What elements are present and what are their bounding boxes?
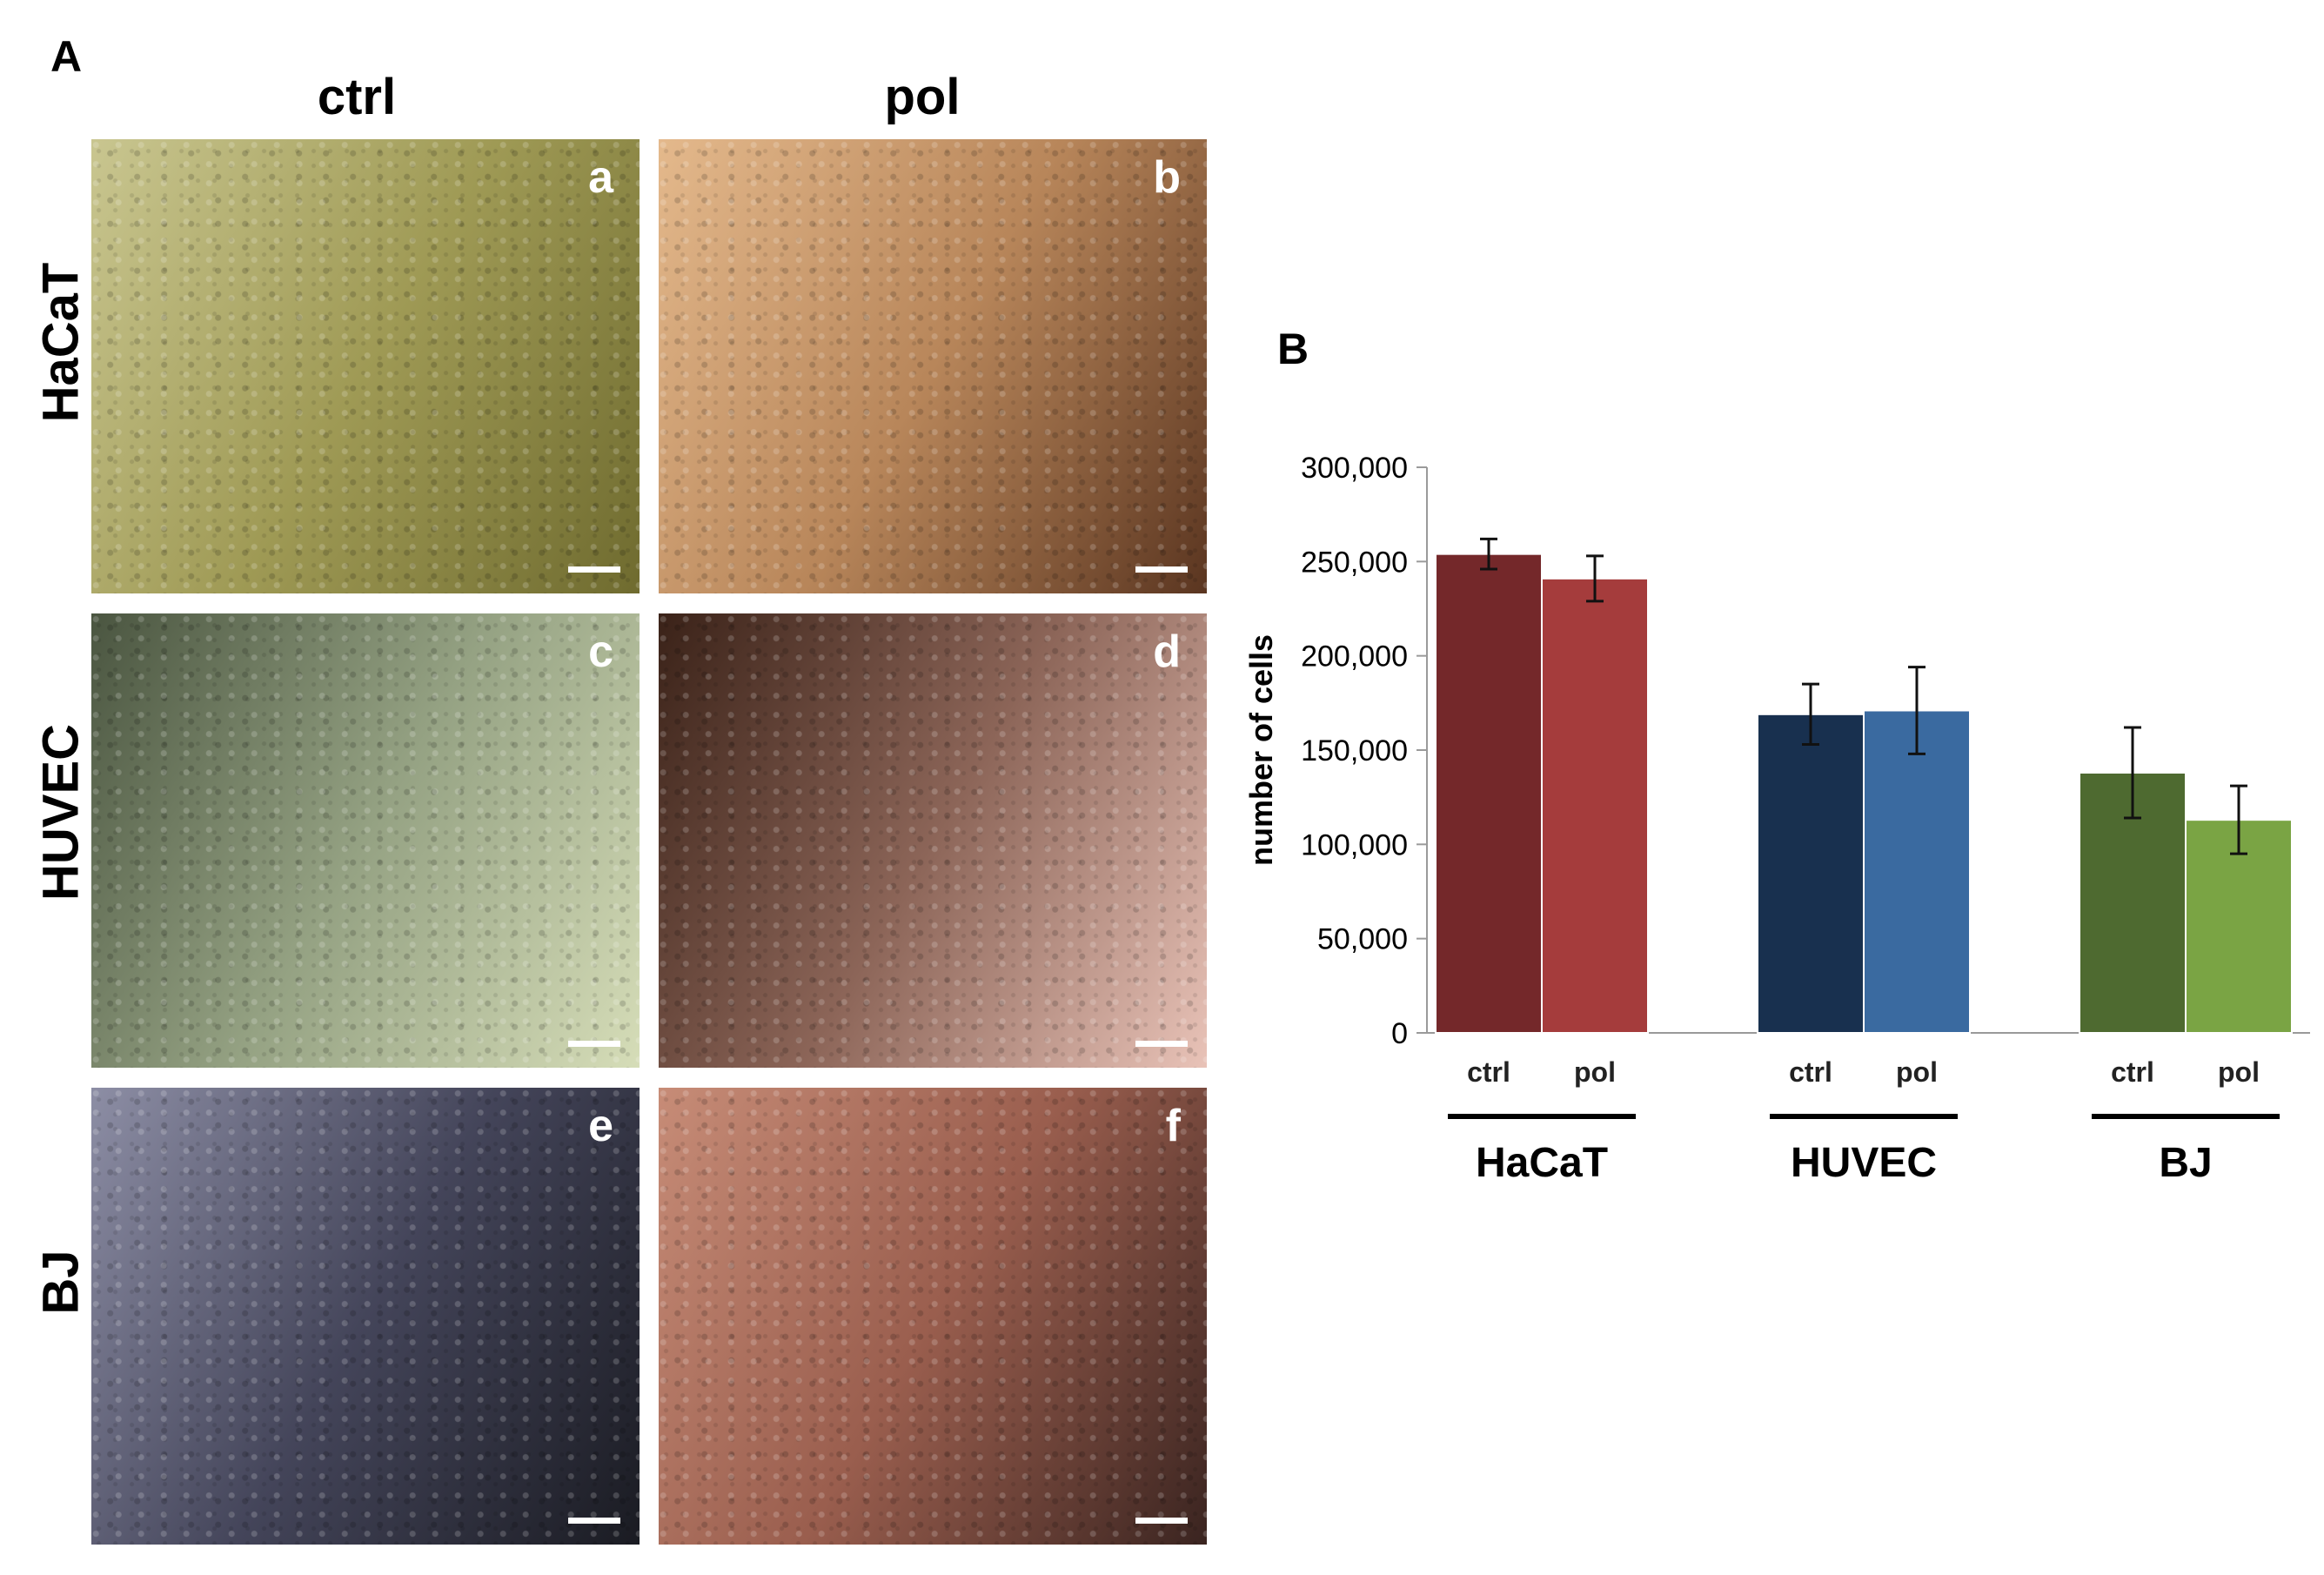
micrograph-f: f [659,1088,1207,1545]
bar [2185,819,2293,1035]
scale-bar [568,1518,620,1524]
micrograph-letter: a [588,152,613,203]
y-tick-label: 50,000 [1317,923,1408,956]
micrograph-c: c [91,613,640,1068]
micrograph-e: e [91,1088,640,1545]
bar-label: pol [1574,1056,1616,1088]
bar-label: ctrl [1467,1056,1510,1088]
micrograph-d: d [659,613,1207,1068]
micrograph-letter: d [1153,627,1181,677]
scale-bar [1135,1518,1188,1524]
scale-bar [1135,566,1188,573]
panel-b-letter: B [1277,325,1309,373]
group-label: HUVEC [1791,1140,1937,1186]
group-label: HaCaT [1476,1140,1608,1186]
bar [1435,553,1543,1034]
bar-label: ctrl [2111,1056,2154,1088]
micrograph-letter: b [1153,152,1181,203]
y-tick-label: 0 [1391,1017,1408,1050]
micrograph-letter: f [1165,1101,1181,1151]
bar-label: pol [1896,1056,1938,1088]
bar [1757,713,1865,1034]
y-axis-label: number of cells [1243,634,1279,866]
scale-bar [1135,1041,1188,1047]
column-title-ctrl: ctrl [317,69,397,125]
bar-label: ctrl [1789,1056,1832,1088]
bar [1541,577,1649,1034]
scale-bar [568,566,620,573]
y-tick-label: 300,000 [1301,452,1408,485]
column-title-pol: pol [884,69,961,125]
scale-bar [568,1041,620,1047]
panel-a-letter: A [50,32,83,81]
micrograph-a: a [91,139,640,593]
bar-label: pol [2218,1056,2260,1088]
micrograph-b: b [659,139,1207,593]
micrograph-letter: e [588,1101,613,1151]
group-label: BJ [2159,1140,2212,1186]
bar [1863,709,1971,1034]
y-tick-label: 250,000 [1301,546,1408,579]
micrograph-letter: c [588,627,613,677]
y-tick-label: 100,000 [1301,828,1408,861]
y-tick-label: 200,000 [1301,640,1408,674]
y-tick-label: 150,000 [1301,734,1408,767]
